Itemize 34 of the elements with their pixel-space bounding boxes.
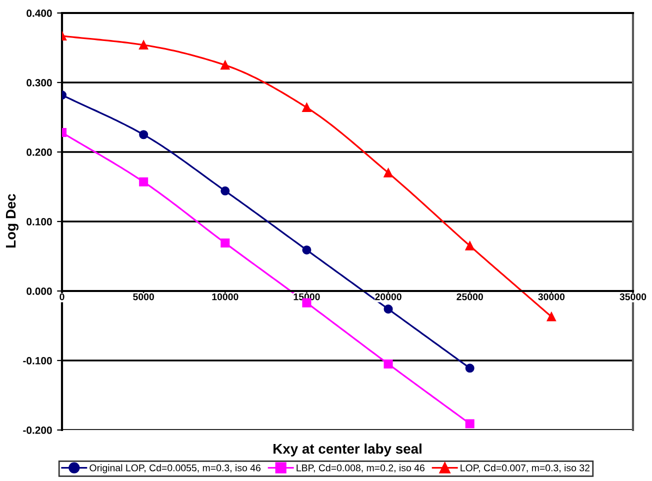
x-tick-label: 35000 — [620, 293, 646, 300]
point — [465, 241, 474, 250]
x-tick-label: 0 — [60, 293, 64, 300]
y-tick-label: 0.200 — [26, 148, 52, 156]
point — [220, 186, 230, 196]
point — [139, 40, 148, 50]
point — [384, 168, 393, 178]
point — [465, 419, 474, 428]
point — [220, 238, 230, 248]
y-tick-label: -0.100 — [23, 357, 52, 364]
x-tick-label: 5000 — [133, 293, 154, 300]
x-tick-label: 10000 — [212, 293, 238, 300]
y-tick-label: -0.200 — [23, 426, 52, 434]
point — [139, 130, 148, 140]
point — [546, 312, 556, 322]
x-axis-title: Kxy at center laby seal — [274, 444, 422, 456]
point — [220, 60, 230, 70]
y-tick-label: 0.000 — [26, 288, 52, 295]
point — [384, 359, 393, 368]
y-tick-label: 0.400 — [26, 10, 52, 17]
x-tick-label: 25000 — [456, 293, 483, 300]
legend-label: Original LOP, Cd=0.0055, m=0.3, iso 46 — [90, 464, 260, 474]
x-tick-label: 30000 — [538, 293, 565, 300]
legend-label: LOP, Cd=0.007, m=0.3, iso 32 — [460, 464, 590, 472]
point — [139, 177, 148, 186]
point — [465, 364, 474, 373]
legend-label: LBP, Cd=0.008, m=0.2, iso 46 — [296, 464, 424, 472]
point — [302, 245, 312, 255]
y-tick-label: 0.300 — [26, 79, 52, 86]
x-tick-label: 20000 — [375, 293, 402, 300]
y-axis-title: Log Dec — [6, 194, 18, 248]
point — [384, 304, 393, 314]
point — [302, 103, 312, 112]
y-tick-label: 0.100 — [26, 218, 52, 226]
